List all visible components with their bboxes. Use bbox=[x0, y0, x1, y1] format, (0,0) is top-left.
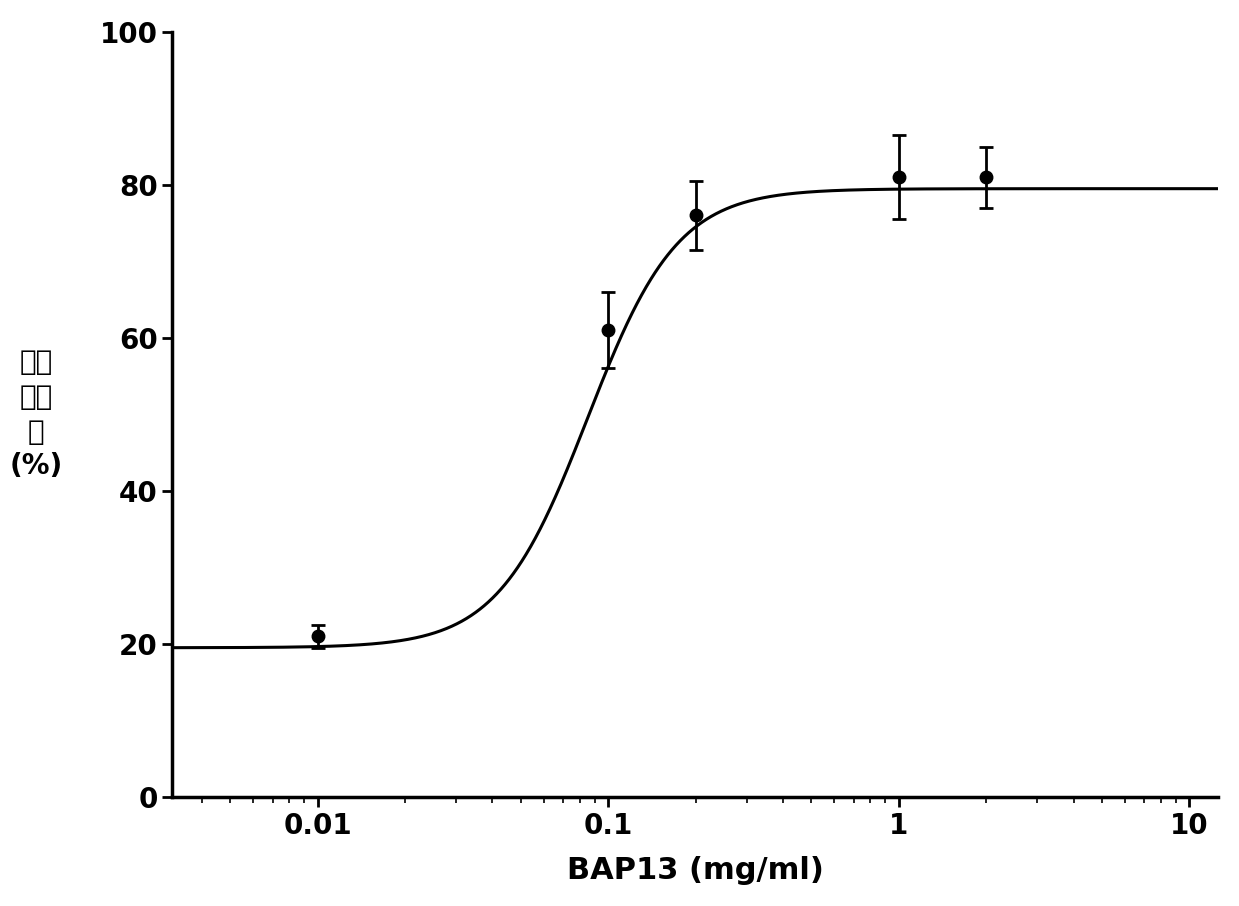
X-axis label: BAP13 (mg/ml): BAP13 (mg/ml) bbox=[566, 856, 824, 885]
Text: 相对
抑制
率
(%): 相对 抑制 率 (%) bbox=[10, 349, 63, 480]
